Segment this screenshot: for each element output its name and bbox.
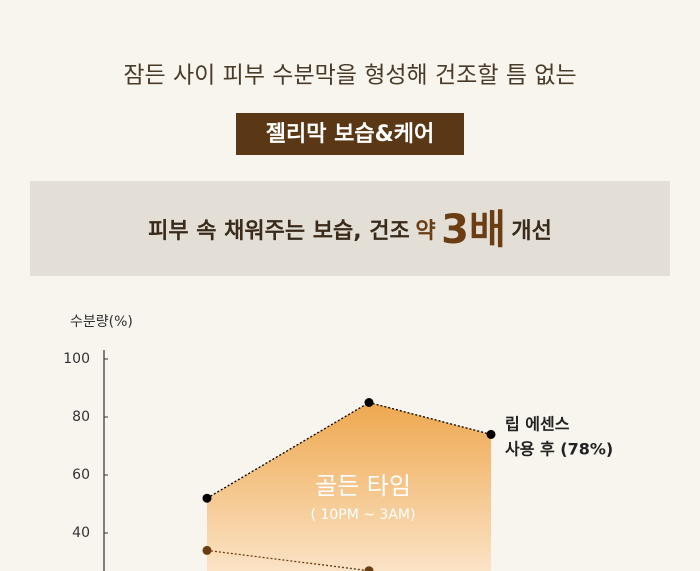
annotation: ( 10PM ~ 3AM) [311, 507, 416, 523]
series-label: 사용 후 (78%) [505, 440, 613, 459]
highlight-area [207, 402, 491, 571]
badge-text: 젤리막 보습&케어 [266, 122, 435, 147]
y-tick-label: 100 [63, 351, 90, 367]
y-tick-label: 40 [72, 525, 90, 541]
y-axis-label: 수분량(%) [70, 314, 133, 330]
banner-text: 피부 속 채워주는 보습, 건조 약 3배 개선 [148, 207, 552, 253]
data-point [364, 398, 374, 407]
series-label: 립 에센스 [505, 415, 570, 434]
badge [236, 113, 464, 155]
data-point [364, 566, 374, 571]
banner [30, 181, 670, 276]
y-tick-label: 80 [72, 409, 90, 425]
data-point [486, 429, 496, 439]
banner-part: 개선 [511, 219, 551, 244]
series-line [206, 549, 370, 571]
banner-part: 피부 속 채워주는 보습, 건조 [148, 219, 410, 244]
headline: 잠든 사이 피부 수분막을 형성해 건조할 틈 없는 [123, 63, 576, 89]
annotation: 골든 타임 [315, 472, 411, 500]
data-point [202, 493, 212, 503]
y-tick-label: 60 [72, 467, 90, 483]
data-point [202, 545, 212, 555]
banner-part: 약 [415, 219, 435, 244]
banner-emphasis: 3배 [441, 207, 506, 253]
